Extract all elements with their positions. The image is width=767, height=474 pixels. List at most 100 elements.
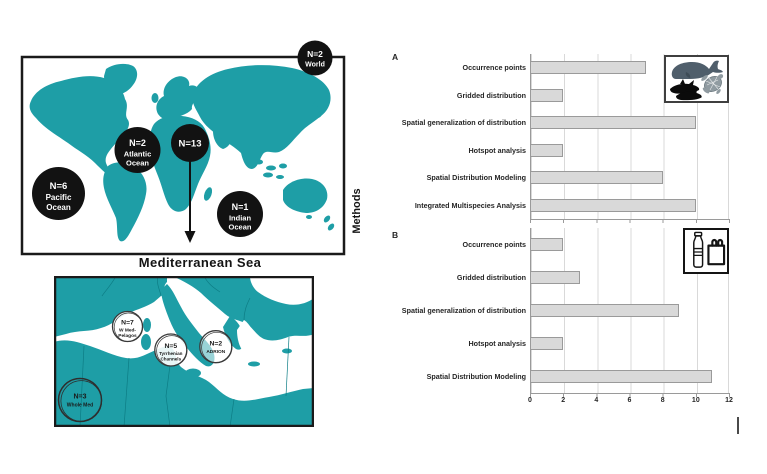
med-black-sea-aegean xyxy=(237,276,314,355)
svg-text:Pelagos: Pelagos xyxy=(118,333,137,339)
category-label: Spatial generalization of distribution xyxy=(401,118,526,128)
bar-B-2 xyxy=(530,304,680,317)
svg-text:N=3: N=3 xyxy=(73,394,86,401)
x-tick-label: 6 xyxy=(627,397,632,404)
x-tick-label: 4 xyxy=(594,397,599,404)
svg-text:N=13: N=13 xyxy=(179,139,202,150)
europe xyxy=(156,76,200,120)
bar-B-1 xyxy=(530,271,580,284)
svg-text:Pacific: Pacific xyxy=(46,193,72,202)
svg-text:N=1: N=1 xyxy=(232,202,249,212)
sea-turtle-icon xyxy=(701,74,724,94)
balearic-island xyxy=(91,322,97,326)
iberia-france xyxy=(54,276,167,337)
se-asia-island xyxy=(266,165,276,171)
tasmania xyxy=(306,215,312,219)
circle-whole-med: N=3 Whole Med xyxy=(57,377,103,423)
category-label: Hotspot analysis xyxy=(468,339,526,348)
bar-A-0 xyxy=(530,61,647,75)
japan xyxy=(311,101,319,111)
svg-text:Channels: Channels xyxy=(160,357,181,362)
british-isles xyxy=(151,93,159,103)
balearic-island xyxy=(99,319,105,323)
circle-indian-ocean: N=1 Indian Ocean xyxy=(217,191,263,237)
svg-text:N=5: N=5 xyxy=(164,343,177,350)
chart-b-x-axis xyxy=(530,393,730,398)
circle-tyrrhenian-channels: N=5 Tyrrhenian Channels xyxy=(154,333,188,367)
svg-text:World: World xyxy=(305,62,325,69)
category-label: Gridded distribution xyxy=(456,273,526,282)
bar-A-5 xyxy=(530,198,696,212)
svg-text:W Med-: W Med- xyxy=(119,328,136,334)
sardinia xyxy=(141,334,151,350)
circle-mediterranean-n13: N=13 xyxy=(171,124,209,162)
crete xyxy=(248,361,260,367)
panel-letter-b: B xyxy=(392,230,399,240)
chart-a-x-axis xyxy=(530,219,730,224)
asia xyxy=(192,65,331,169)
svg-text:N=6: N=6 xyxy=(50,181,68,192)
x-tick-label: 2 xyxy=(561,397,566,404)
plastic-bottle-icon xyxy=(693,231,704,268)
svg-text:N=2: N=2 xyxy=(209,341,222,348)
svg-text:N=7: N=7 xyxy=(121,320,134,327)
circle-pacific-ocean: N=6 Pacific Ocean xyxy=(32,167,85,220)
category-label: Hotspot analysis xyxy=(468,145,526,155)
med-map-border xyxy=(54,276,314,427)
black-sea xyxy=(250,276,314,305)
new-zealand xyxy=(327,223,335,231)
south-america xyxy=(103,162,147,242)
australia xyxy=(283,178,328,213)
svg-text:Atlantic: Atlantic xyxy=(124,150,152,159)
text-cursor-mark xyxy=(737,417,739,434)
se-asia-island xyxy=(279,163,287,169)
se-asia-island xyxy=(276,175,284,179)
bar-B-4 xyxy=(530,370,713,383)
category-label: Integrated Multispecies Analysis xyxy=(414,200,526,210)
bar-A-2 xyxy=(530,116,696,130)
greenland xyxy=(104,63,138,95)
world-map-border xyxy=(20,55,346,256)
se-asia-island xyxy=(263,172,273,178)
x-tick-label: 12 xyxy=(725,397,733,404)
svg-text:Tyrrhenian: Tyrrhenian xyxy=(159,351,183,356)
japan xyxy=(317,110,323,118)
bar-A-4 xyxy=(530,171,663,185)
x-tick-label: 8 xyxy=(660,397,665,404)
north-america xyxy=(29,76,129,180)
aegean-sea xyxy=(237,320,256,355)
svg-text:N=2: N=2 xyxy=(307,49,323,59)
svg-text:Whole Med: Whole Med xyxy=(67,403,93,409)
svg-text:Indian: Indian xyxy=(229,214,252,223)
bar-B-3 xyxy=(530,337,564,350)
cyprus xyxy=(282,348,292,354)
plastic-bag-icon xyxy=(707,238,726,266)
bar-A-1 xyxy=(530,88,564,102)
madagascar xyxy=(203,187,213,201)
x-tick-label: 10 xyxy=(691,397,700,404)
bar-A-3 xyxy=(530,143,564,157)
panel-letter-a: A xyxy=(392,52,399,62)
category-label: Gridded distribution xyxy=(456,90,526,100)
x-tick-label: 0 xyxy=(528,397,532,404)
svg-text:Ocean: Ocean xyxy=(46,203,71,212)
whale-icon xyxy=(671,60,723,79)
se-asia-island xyxy=(255,159,263,165)
svg-text:N=2: N=2 xyxy=(129,138,146,148)
north-africa xyxy=(54,340,314,427)
category-label: Spatial Distribution Modeling xyxy=(426,372,526,381)
dolphins-icon xyxy=(670,79,702,101)
mediterranean-map: N=7 W Med- Pelagos N=5 Tyrrhenian Channe… xyxy=(54,276,314,427)
svg-text:ADRION: ADRION xyxy=(206,349,225,355)
circle-atlantic-ocean: N=2 Atlantic Ocean xyxy=(114,127,161,173)
world-map: N=2 World N=2 Atlantic Ocean N=13 N=6 Pa… xyxy=(20,40,346,256)
category-label: Occurrence points xyxy=(462,240,526,249)
category-label: Spatial Distribution Modeling xyxy=(426,173,526,183)
category-label: Occurrence points xyxy=(462,63,526,73)
new-zealand xyxy=(323,215,331,223)
turtle-head xyxy=(717,74,724,79)
svg-text:Ocean: Ocean xyxy=(229,223,252,232)
circle-w-med-pelagos: N=7 W Med- Pelagos xyxy=(111,310,144,343)
corsica xyxy=(143,318,151,332)
